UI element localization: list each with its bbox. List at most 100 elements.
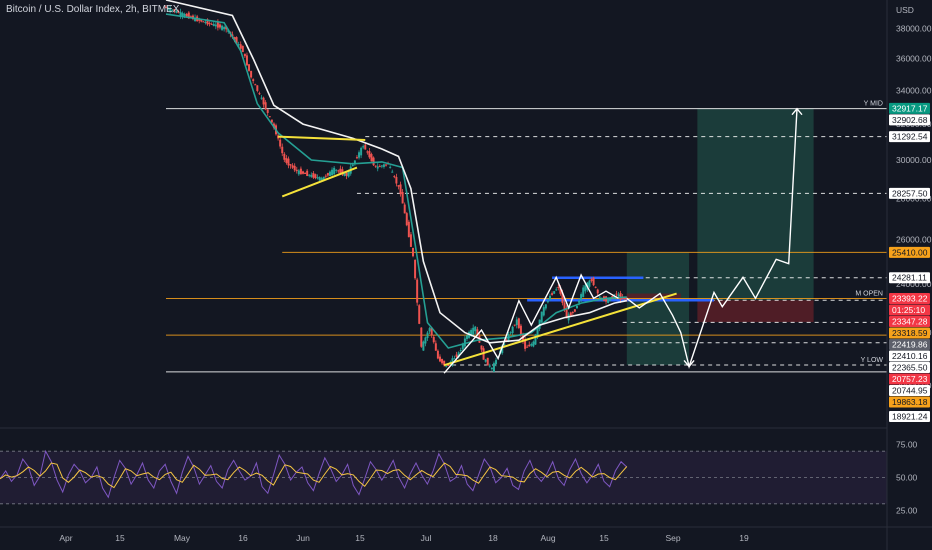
- candle: [594, 286, 597, 288]
- candle: [281, 146, 284, 154]
- candle: [393, 176, 396, 178]
- candle: [405, 213, 408, 226]
- candle: [492, 363, 495, 372]
- candle: [318, 176, 321, 181]
- candle: [328, 171, 331, 177]
- candle: [453, 358, 456, 360]
- candle: [362, 146, 365, 148]
- candle: [279, 139, 282, 147]
- candle: [223, 26, 226, 30]
- candle: [187, 12, 190, 19]
- candle: [335, 169, 338, 171]
- candle: [343, 172, 346, 176]
- candle: [287, 158, 290, 166]
- candle: [204, 22, 207, 24]
- candle: [167, 7, 170, 10]
- candle: [299, 168, 302, 175]
- candle: [424, 337, 427, 344]
- candle: [312, 173, 315, 178]
- candle: [463, 338, 466, 347]
- time-tick-label: Apr: [59, 533, 72, 543]
- candle: [459, 350, 462, 352]
- candle: [590, 279, 593, 281]
- candle: [310, 174, 313, 177]
- candle: [258, 93, 261, 95]
- candle: [194, 17, 197, 22]
- symbol-title[interactable]: Bitcoin / U.S. Dollar Index, 2h, BITMEX: [6, 4, 180, 15]
- price-label-text: 01:25:10: [892, 305, 925, 315]
- candle: [241, 45, 244, 53]
- price-label-text: 20757.23: [892, 374, 928, 384]
- candle: [366, 151, 369, 153]
- price-label-text: 32902.68: [892, 115, 928, 125]
- candle: [181, 12, 184, 16]
- price-label-badge: [889, 187, 930, 199]
- candle: [536, 326, 539, 338]
- candle: [588, 280, 591, 287]
- candle: [420, 327, 423, 347]
- price-tick-label: 30000.00: [896, 155, 932, 165]
- candle: [397, 185, 400, 187]
- candle: [422, 341, 425, 351]
- candle: [407, 221, 410, 238]
- candle: [432, 336, 435, 343]
- candle: [598, 296, 601, 298]
- candle: [285, 158, 288, 163]
- price-label-text: 18921.24: [892, 411, 928, 421]
- price-label-text: 23393.22: [892, 293, 928, 303]
- trend-line-2: [281, 166, 358, 198]
- candle: [254, 84, 257, 86]
- candle: [534, 334, 537, 345]
- time-tick-label: 19: [739, 533, 749, 543]
- candle: [476, 329, 479, 335]
- candle: [391, 171, 394, 173]
- candle: [291, 165, 294, 168]
- candle: [461, 343, 464, 350]
- candle: [243, 53, 246, 57]
- candle: [447, 364, 450, 366]
- candle: [331, 169, 334, 176]
- price-tick-label: 38000.00: [896, 24, 932, 34]
- candle: [571, 312, 574, 314]
- candle: [364, 144, 367, 150]
- candle: [474, 326, 477, 332]
- price-label-text: 32917.17: [892, 103, 928, 113]
- candle: [380, 165, 383, 167]
- arrow-up-icon: [791, 107, 803, 116]
- candle: [619, 293, 622, 300]
- rsi-line: [0, 449, 628, 499]
- candle: [617, 294, 620, 297]
- candle: [430, 327, 433, 336]
- candle: [372, 157, 375, 166]
- rsi-pane[interactable]: [0, 449, 887, 505]
- candle: [360, 147, 363, 156]
- price-label-badge: [889, 338, 930, 350]
- rsi-tick-label: 50.00: [896, 473, 918, 483]
- price-label-text: 22419.86: [892, 339, 928, 349]
- candle: [470, 329, 473, 336]
- moving-average-2: [165, 0, 627, 344]
- candle: [465, 335, 468, 340]
- candle: [206, 19, 209, 25]
- price-label-text: 25410.00: [892, 247, 928, 257]
- candle: [438, 356, 441, 362]
- price-label-badge: [889, 384, 930, 396]
- currency-label: USD: [896, 5, 914, 15]
- candle: [412, 247, 415, 257]
- time-tick-label: 16: [238, 533, 248, 543]
- candle: [565, 308, 568, 319]
- candle: [353, 160, 356, 164]
- price-pane[interactable]: Y MID M OPEN Y LOW: [165, 0, 887, 374]
- candle: [418, 305, 421, 324]
- candle: [530, 344, 533, 346]
- candle: [596, 289, 599, 294]
- candle: [382, 164, 385, 167]
- candle: [409, 234, 412, 247]
- candle: [542, 307, 545, 316]
- candle: [592, 277, 595, 286]
- candle: [443, 360, 446, 366]
- candle: [268, 116, 271, 118]
- candle: [519, 325, 522, 335]
- candle: [233, 37, 236, 40]
